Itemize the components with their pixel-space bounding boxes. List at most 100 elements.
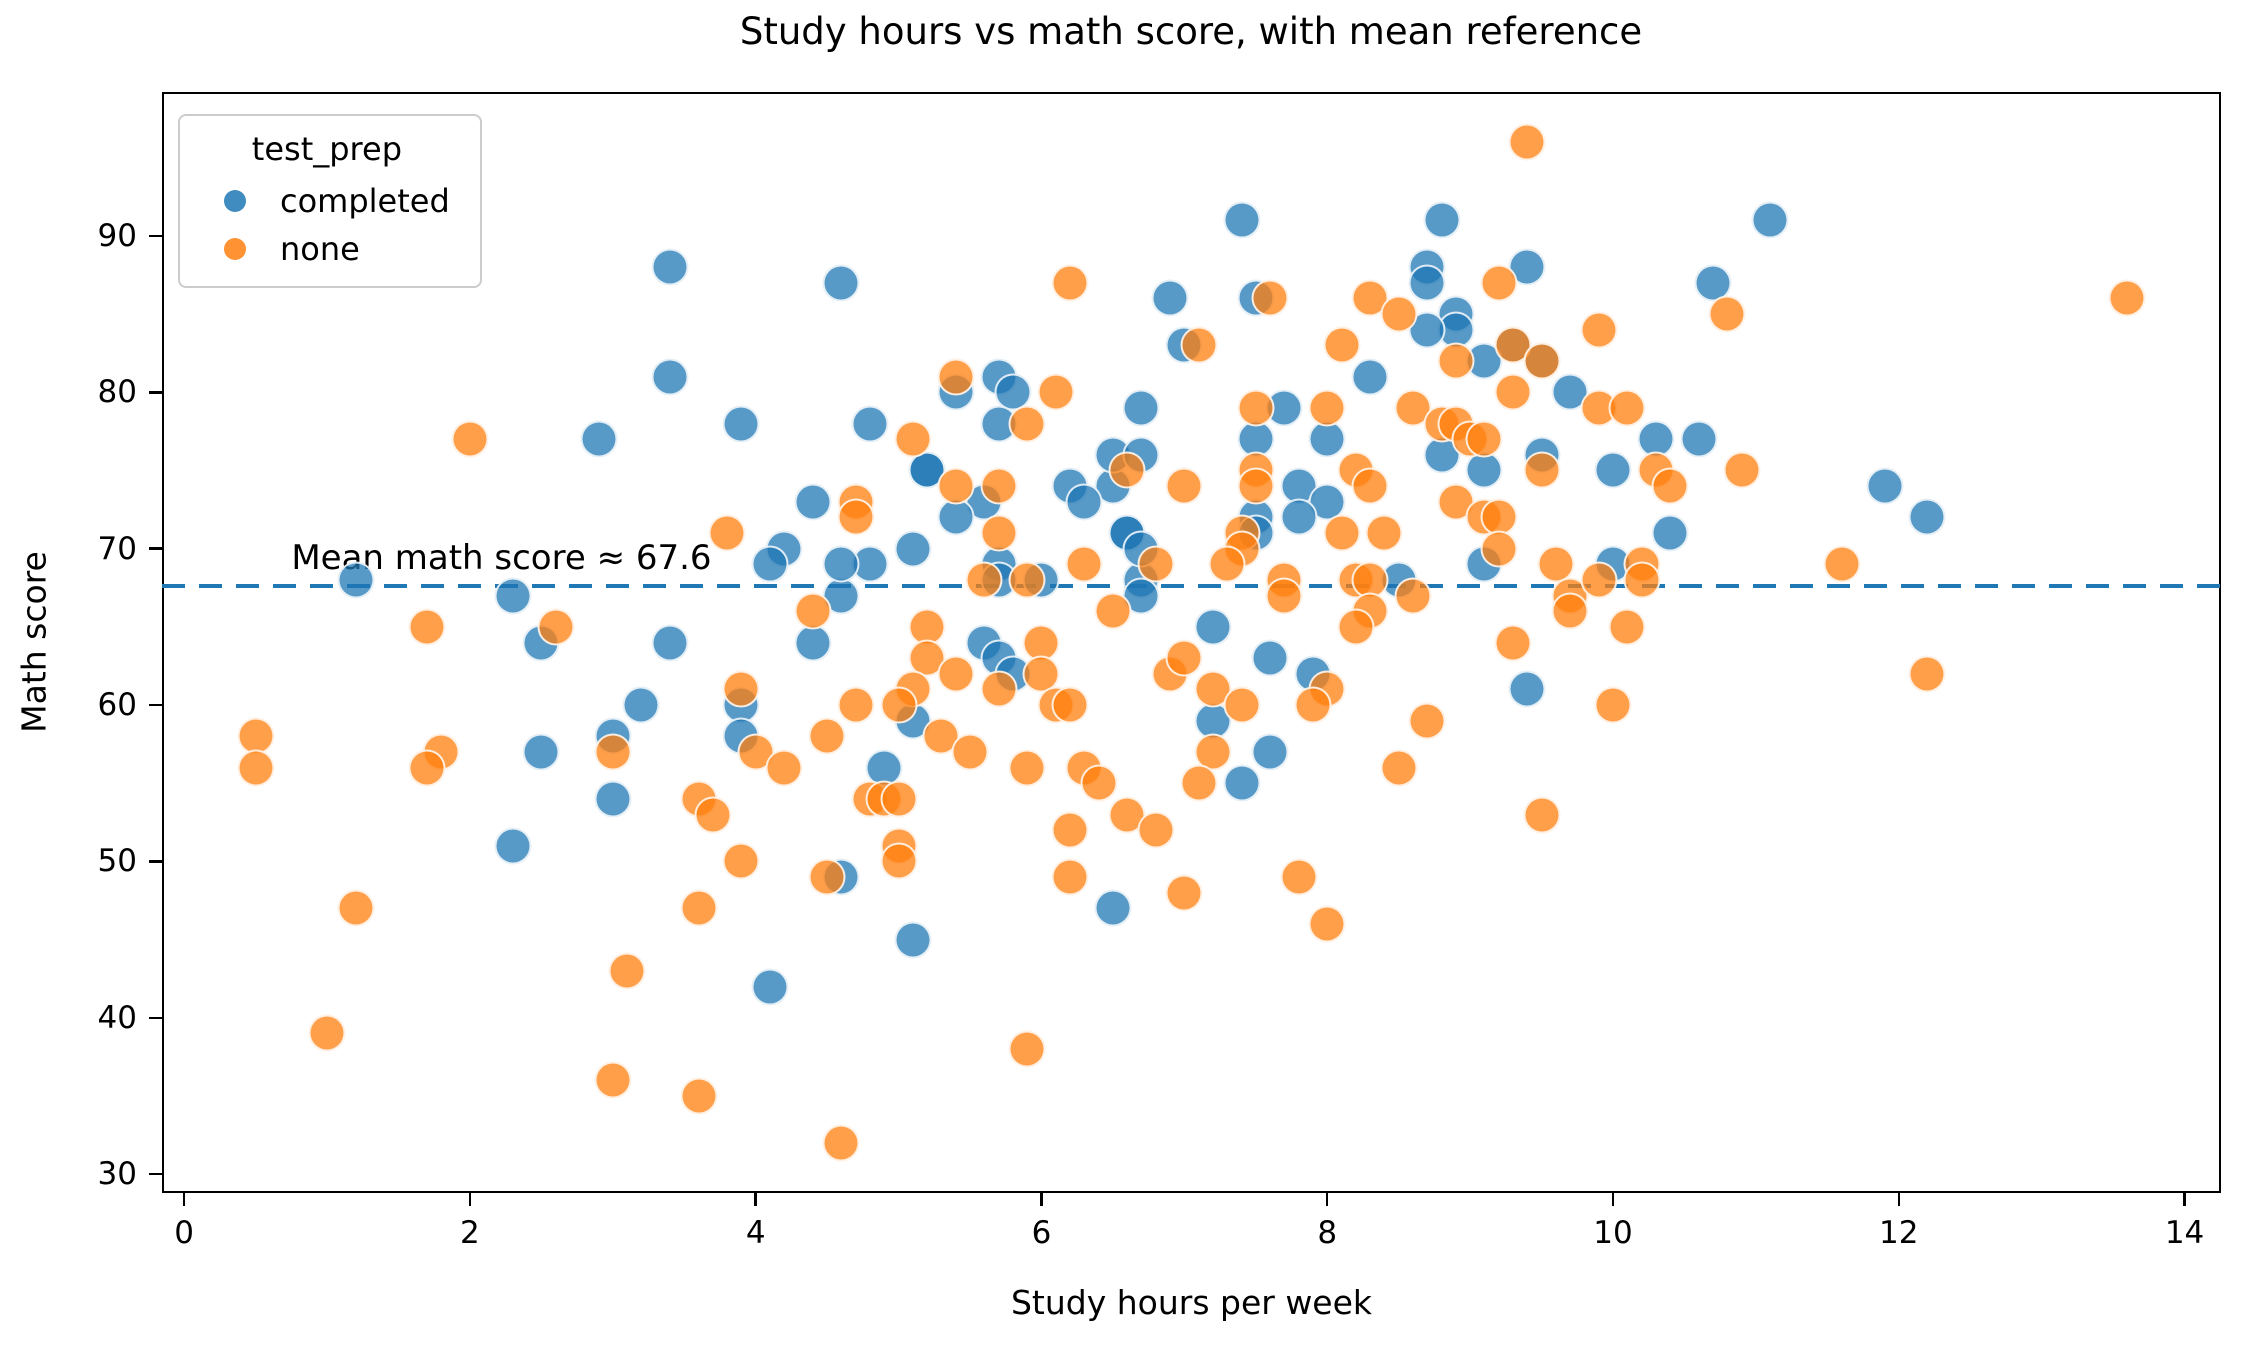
y-axis-label: Math score bbox=[14, 551, 54, 733]
scatter-point-none bbox=[1908, 655, 1946, 693]
scatter-point-none bbox=[1294, 686, 1332, 724]
y-tick-label: 50 bbox=[97, 843, 137, 880]
scatter-point-none bbox=[1823, 545, 1861, 583]
scatter-point-completed bbox=[822, 264, 860, 302]
scatter-point-none bbox=[1008, 405, 1046, 443]
scatter-point-none bbox=[1480, 264, 1518, 302]
scatter-point-none bbox=[1208, 545, 1246, 583]
scatter-point-none bbox=[880, 780, 918, 818]
scatter-point-completed bbox=[1680, 420, 1718, 458]
scatter-point-none bbox=[1051, 686, 1089, 724]
x-tick-mark bbox=[1325, 1193, 1329, 1206]
scatter-point-none bbox=[237, 717, 275, 755]
scatter-point-completed bbox=[651, 248, 689, 286]
scatter-point-none bbox=[680, 889, 718, 927]
scatter-point-none bbox=[1223, 686, 1260, 724]
scatter-point-none bbox=[1608, 608, 1646, 646]
scatter-point-none bbox=[1651, 467, 1689, 505]
scatter-point-none bbox=[1194, 733, 1232, 771]
scatter-point-completed bbox=[894, 921, 932, 959]
scatter-point-none bbox=[1394, 577, 1432, 615]
scatter-point-none bbox=[937, 467, 975, 505]
x-axis-label: Study hours per week bbox=[1010, 1283, 1373, 1322]
scatter-point-none bbox=[694, 796, 732, 834]
scatter-point-completed bbox=[994, 373, 1032, 411]
scatter-point-none bbox=[1165, 639, 1203, 677]
scatter-point-none bbox=[1708, 295, 1746, 333]
scatter-point-none bbox=[908, 608, 946, 646]
scatter-point-none bbox=[837, 498, 875, 536]
scatter-point-none bbox=[1165, 874, 1203, 912]
scatter-point-completed bbox=[1408, 311, 1446, 349]
legend-item-none: none bbox=[204, 230, 450, 268]
scatter-point-none bbox=[1008, 749, 1046, 787]
y-tick-label: 60 bbox=[97, 687, 137, 724]
scatter-point-none bbox=[1008, 1030, 1046, 1068]
x-tick-mark bbox=[1040, 1193, 1043, 1206]
scatter-point-none bbox=[1523, 342, 1561, 380]
scatter-point-completed bbox=[1251, 733, 1289, 771]
scatter-point-completed bbox=[1594, 451, 1632, 489]
scatter-point-none bbox=[408, 749, 446, 787]
scatter-point-none bbox=[1480, 498, 1518, 536]
scatter-point-none bbox=[1380, 749, 1418, 787]
scatter-point-none bbox=[951, 733, 989, 771]
scatter-point-none bbox=[1494, 624, 1532, 661]
scatter-point-none bbox=[980, 514, 1018, 552]
x-tick-label: 14 bbox=[2164, 1215, 2205, 1251]
scatter-point-none bbox=[1365, 514, 1403, 552]
scatter-point-none bbox=[1380, 295, 1418, 333]
scatter-point-none bbox=[1051, 858, 1089, 896]
scatter-point-none bbox=[1623, 561, 1661, 599]
scatter-point-completed bbox=[894, 530, 932, 568]
scatter-point-completed bbox=[722, 405, 760, 443]
legend-item-label: completed bbox=[280, 182, 450, 220]
scatter-point-none bbox=[1594, 686, 1632, 724]
scatter-point-completed bbox=[1122, 389, 1160, 427]
legend-swatch-icon bbox=[224, 190, 246, 212]
scatter-point-none bbox=[1337, 608, 1375, 646]
scatter-point-completed bbox=[594, 780, 632, 818]
scatter-point-completed bbox=[1251, 639, 1289, 677]
scatter-point-none bbox=[2108, 279, 2146, 317]
scatter-point-none bbox=[708, 514, 746, 552]
legend-item-label: none bbox=[280, 230, 360, 268]
scatter-point-completed bbox=[622, 686, 660, 724]
x-tick-mark bbox=[1611, 1193, 1615, 1206]
x-tick-label: 4 bbox=[745, 1215, 766, 1251]
y-tick-mark bbox=[149, 391, 162, 394]
scatter-point-none bbox=[408, 608, 446, 646]
scatter-point-completed bbox=[1508, 670, 1546, 708]
scatter-point-none bbox=[1080, 764, 1118, 802]
scatter-point-completed bbox=[1280, 498, 1318, 536]
scatter-point-completed bbox=[494, 577, 532, 615]
scatter-point-completed bbox=[1637, 420, 1675, 458]
scatter-point-none bbox=[608, 952, 646, 990]
scatter-point-completed bbox=[1651, 514, 1689, 552]
scatter-point-completed bbox=[1194, 608, 1232, 646]
y-tick-label: 40 bbox=[97, 999, 137, 1036]
scatter-point-none bbox=[837, 686, 875, 724]
y-tick-mark bbox=[149, 860, 162, 863]
scatter-point-none bbox=[1051, 811, 1089, 849]
x-tick-label: 8 bbox=[1317, 1215, 1338, 1251]
scatter-point-none bbox=[1523, 796, 1561, 834]
scatter-point-completed bbox=[1094, 889, 1132, 927]
x-tick-label: 6 bbox=[1031, 1215, 1052, 1251]
x-tick-mark bbox=[2183, 1193, 2186, 1206]
scatter-point-none bbox=[1323, 514, 1361, 552]
scatter-point-none bbox=[594, 733, 632, 771]
x-tick-label: 12 bbox=[1879, 1215, 1919, 1251]
scatter-point-completed bbox=[1223, 201, 1260, 239]
scatter-point-none bbox=[1494, 373, 1532, 411]
chart-title: Study hours vs math score, with mean ref… bbox=[739, 10, 1643, 53]
scatter-point-completed bbox=[1151, 279, 1189, 317]
scatter-point-none bbox=[1237, 467, 1275, 505]
scatter-point-none bbox=[808, 858, 846, 896]
legend: test_prep completed none bbox=[178, 114, 482, 288]
scatter-point-none bbox=[1037, 373, 1075, 411]
scatter-point-none bbox=[594, 1061, 632, 1099]
scatter-point-completed bbox=[794, 483, 832, 521]
scatter-point-none bbox=[1523, 451, 1561, 489]
scatter-point-none bbox=[680, 1077, 718, 1115]
